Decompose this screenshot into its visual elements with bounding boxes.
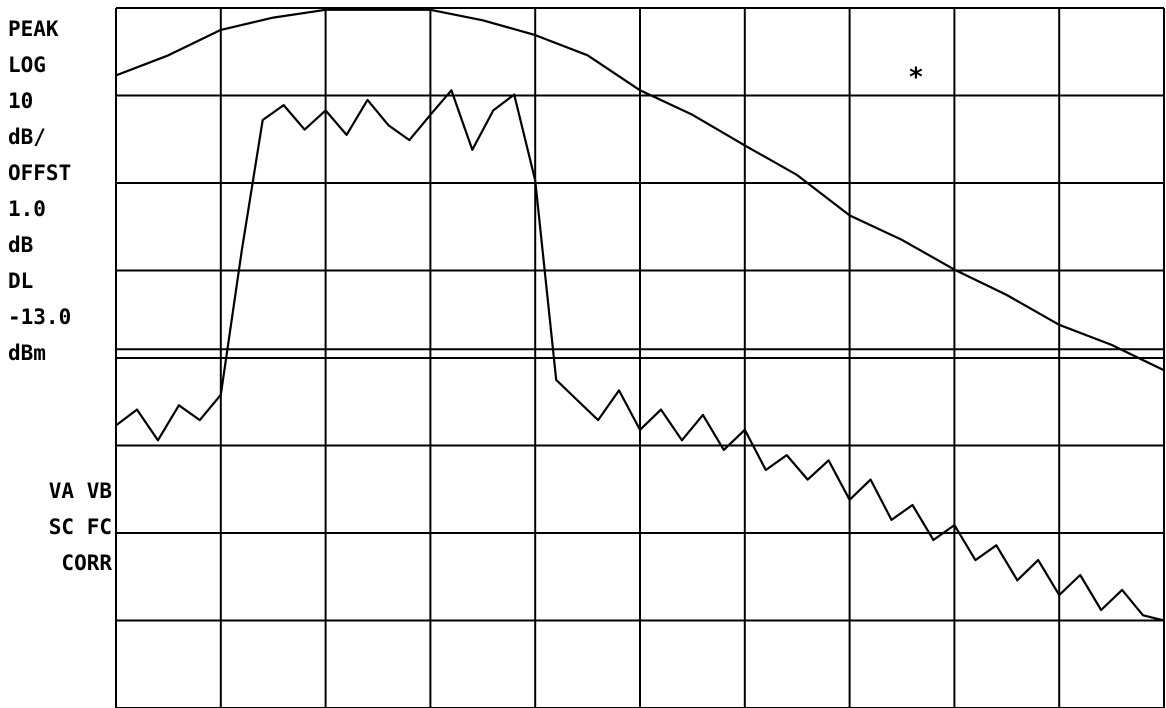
marker: * xyxy=(908,63,924,93)
setting-label: dB/ xyxy=(8,125,46,149)
setting-label: PEAK xyxy=(8,17,59,41)
trace xyxy=(115,89,1165,622)
setting-label: 10 xyxy=(8,89,33,113)
setting-label: 1.0 xyxy=(8,197,46,221)
status-label: SC FC xyxy=(49,515,112,539)
setting-label: -13.0 xyxy=(8,305,71,329)
setting-label: dBm xyxy=(8,341,46,365)
setting-label: dB xyxy=(8,233,33,257)
trace xyxy=(115,8,1165,372)
setting-label: OFFST xyxy=(8,161,71,185)
setting-label: LOG xyxy=(8,53,46,77)
status-label: VA VB xyxy=(49,479,112,503)
status-label: CORR xyxy=(61,551,112,575)
setting-label: DL xyxy=(8,269,33,293)
